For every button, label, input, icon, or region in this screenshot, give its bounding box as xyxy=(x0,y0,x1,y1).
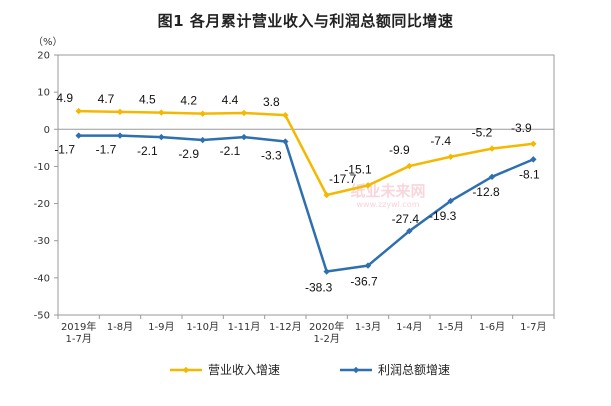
x-tick-label: 1-7月 xyxy=(520,321,546,333)
series-1-data-label: 4.4 xyxy=(222,93,239,107)
series-1-data-label: 4.9 xyxy=(56,91,73,105)
legend-marker-1 xyxy=(182,366,190,374)
watermark-logo: 纸业未来网 xyxy=(350,182,425,200)
x-tick-label: 1-6月 xyxy=(479,321,505,333)
series-2-data-label: -2.1 xyxy=(220,144,241,158)
x-tick-label-line: 1-11月 xyxy=(228,321,261,333)
series-1-data-label: 3.8 xyxy=(263,95,280,109)
x-tick-label-line: 1-8月 xyxy=(107,321,133,333)
series-2-point xyxy=(488,173,496,181)
x-tick-label-line: 2020年 xyxy=(309,320,344,333)
series-2-data-label: -1.7 xyxy=(54,143,75,157)
series-2-point xyxy=(447,197,454,205)
x-tick-label-line: 1-10月 xyxy=(186,321,219,333)
series-1-point xyxy=(116,108,124,116)
legend-label-1: 营业收入增速 xyxy=(208,363,280,377)
y-tick-label: 0 xyxy=(44,125,50,136)
x-tick-label: 1-10月 xyxy=(186,321,219,333)
series-2-point xyxy=(364,262,372,269)
series-2-point xyxy=(323,268,330,275)
series-2-point xyxy=(75,132,82,139)
series-2-data-label: -19.3 xyxy=(429,209,457,223)
x-tick-label: 1-5月 xyxy=(437,321,463,333)
x-tick-label-line: 1-6月 xyxy=(479,321,505,333)
x-tick-label: 2020年 1-2月 xyxy=(309,320,344,345)
series-2-point xyxy=(116,132,124,139)
series-2-data-label: -27.4 xyxy=(392,212,420,226)
x-tick-label: 1-12月 xyxy=(269,321,302,333)
legend-label-2: 利润总额增速 xyxy=(378,363,450,377)
series-1-point xyxy=(158,109,165,116)
x-tick-label: 1-4月 xyxy=(396,321,422,333)
series-1-point xyxy=(240,109,248,117)
series-2-data-label: -2.1 xyxy=(137,144,158,158)
y-tick-label: 20 xyxy=(37,51,50,62)
x-tick-label-line: 1-5月 xyxy=(437,321,463,333)
y-tick-label: -30 xyxy=(34,236,50,247)
series-2-point xyxy=(199,136,206,144)
chart-title: 图1 各月累计营业收入与利润总额同比增速 xyxy=(157,12,454,30)
series-2-point xyxy=(406,227,413,235)
series-1-data-label: -5.2 xyxy=(472,126,493,140)
series-1-data-label: -3.9 xyxy=(511,121,532,135)
series-2-data-label: -2.9 xyxy=(178,147,199,161)
series-2-data-label: -12.8 xyxy=(472,185,500,199)
series-2-data-label: -1.7 xyxy=(96,143,117,157)
series-1-data-label: 4.7 xyxy=(98,92,115,106)
series-2-data-label: -36.7 xyxy=(350,275,378,289)
x-tick-label: 1-3月 xyxy=(355,321,381,333)
y-tick-label: -50 xyxy=(34,311,50,322)
series-1-data-label: -17.7 xyxy=(329,172,357,186)
x-tick-label: 1-8月 xyxy=(107,321,133,333)
series-line-2 xyxy=(78,134,534,273)
series-1-point xyxy=(75,107,82,115)
x-tick-label-line: 1-7月 xyxy=(520,321,546,333)
series-2-data-label: -8.1 xyxy=(519,167,540,181)
series-1-data-label: 4.5 xyxy=(139,93,156,107)
series-1-point xyxy=(406,162,413,170)
y-tick-label: -40 xyxy=(34,273,50,284)
x-tick-label-line: 1-12月 xyxy=(269,321,302,333)
series-1-point xyxy=(323,191,330,199)
x-tick-label-line: 1-3月 xyxy=(355,321,381,333)
series-1-point xyxy=(530,140,537,147)
series-line-1 xyxy=(78,109,534,197)
series-1-data-label: 4.2 xyxy=(180,94,197,108)
x-tick-label-line: 1-9月 xyxy=(148,321,174,333)
y-unit-label: （%） xyxy=(33,36,63,48)
x-tick-label-line: 1-2月 xyxy=(313,333,339,345)
watermark-url: www.zzywl.com xyxy=(357,200,420,209)
series-1-data-label: -7.4 xyxy=(430,134,451,148)
series-2-data-label: -38.3 xyxy=(305,281,333,295)
x-tick-label-line: 1-4月 xyxy=(396,321,422,333)
x-tick-label-line: 1-7月 xyxy=(65,333,91,345)
series-2-point xyxy=(282,138,289,145)
series-2-point xyxy=(240,133,248,141)
legend-marker-2 xyxy=(352,366,360,374)
x-tick-label: 2019年 1-7月 xyxy=(61,320,96,345)
series-1-data-label: -9.9 xyxy=(389,143,410,157)
x-tick-label: 1-11月 xyxy=(228,321,261,333)
series-1-point xyxy=(364,182,372,189)
y-tick-label: -20 xyxy=(34,199,50,210)
y-tick-label: 10 xyxy=(37,88,50,99)
y-tick-label: -10 xyxy=(34,162,50,173)
series-1-point xyxy=(282,111,289,119)
series-2-point xyxy=(530,156,537,163)
series-1-point xyxy=(447,153,454,160)
x-tick-label-line: 2019年 xyxy=(61,320,96,333)
series-1-point xyxy=(488,145,496,152)
series-2-point xyxy=(158,133,165,141)
series-2-data-label: -3.3 xyxy=(261,149,282,163)
series-1-point xyxy=(199,110,206,117)
series-1-data-label: -15.1 xyxy=(344,162,372,176)
x-tick-label: 1-9月 xyxy=(148,321,174,333)
